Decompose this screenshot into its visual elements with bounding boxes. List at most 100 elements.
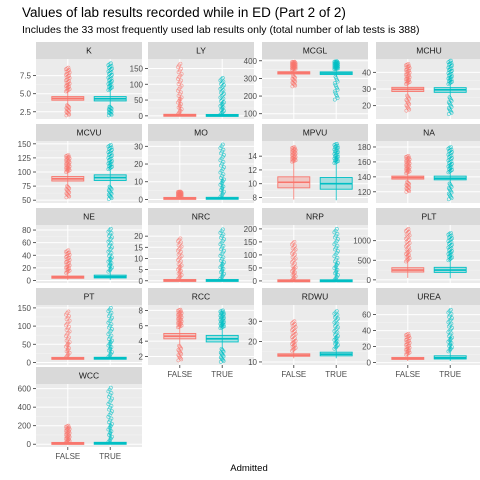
outlier-rdwu <box>291 320 296 325</box>
plot-bg-k <box>36 59 142 119</box>
outlier-ly <box>220 98 225 102</box>
outlier-urea <box>450 325 454 330</box>
box-mo-false <box>163 189 197 200</box>
outlier-rdwu <box>334 326 339 331</box>
box-na-true <box>433 145 467 202</box>
y-tick-label-ly: 100 <box>130 80 144 89</box>
y-tick-label-mcvu: 100 <box>18 168 32 177</box>
y-tick-label-nrp: 100 <box>244 251 258 260</box>
outlier-mo <box>221 147 226 152</box>
y-tick-label-mcvu: 125 <box>18 154 32 163</box>
y-tick-label-ne: 0 <box>27 276 32 285</box>
outlier-ly <box>179 71 184 76</box>
outlier-mcgl <box>292 59 297 64</box>
y-tick-label-mo: 30 <box>134 142 143 151</box>
outlier-nrc <box>220 227 225 232</box>
outlier-ly <box>219 77 224 82</box>
strip-mo <box>148 124 254 141</box>
outlier-mo <box>222 165 226 170</box>
outlier-nrc <box>221 243 226 248</box>
outlier-pt <box>67 329 72 334</box>
outlier-mcgl <box>332 89 337 94</box>
panel-rcc: RCC 2 4 6 8 FALSE TRUE <box>139 288 254 379</box>
outlier-rcc <box>178 307 183 312</box>
strip-mcvu <box>36 124 142 141</box>
y-tick-label-rcc: 4 <box>139 337 144 346</box>
box-plt-false <box>391 227 425 278</box>
outlier-mcgl <box>334 59 339 64</box>
box-mchu-true <box>433 58 467 116</box>
strip-label-nrc: NRC <box>192 212 210 222</box>
y-tick-label-urea: 20 <box>362 343 371 352</box>
box-mo-true <box>205 142 239 200</box>
outlier-ly <box>219 82 223 86</box>
strip-mcgl <box>262 42 368 59</box>
outlier-mchu <box>405 93 410 98</box>
box-mchu-false <box>391 62 425 113</box>
outlier-ly <box>219 85 224 90</box>
outlier-rdwu <box>334 331 339 336</box>
outlier-k <box>66 65 71 70</box>
outlier-mcvu <box>65 184 70 188</box>
outlier-rdwu <box>333 315 337 320</box>
strip-label-na: NA <box>423 128 435 138</box>
strip-ne <box>36 208 142 225</box>
strip-label-ne: NE <box>83 212 95 222</box>
outlier-rdwu <box>333 310 338 315</box>
outlier-rdwu <box>334 309 339 314</box>
y-tick-label-urea: 0 <box>367 359 372 368</box>
y-tick-label-nrc: 5 <box>139 266 144 275</box>
outlier-ly <box>220 84 225 89</box>
box-urea-false <box>391 331 425 361</box>
outlier-mo <box>220 142 225 147</box>
outlier-ne <box>109 241 114 245</box>
outlier-mchu <box>406 62 411 66</box>
outlier-wcc <box>110 409 114 414</box>
outlier-ne <box>110 235 114 240</box>
y-tick-label-pt: 150 <box>18 304 32 313</box>
outlier-nrc <box>222 248 226 253</box>
outlier-nrp <box>292 240 297 244</box>
outlier-pt <box>67 314 71 319</box>
outlier-rdwu <box>334 317 339 322</box>
outlier-nrp <box>336 249 340 254</box>
x-tick-label-urea: TRUE <box>439 370 461 379</box>
outlier-ly <box>179 66 183 71</box>
strip-label-mchu: MCHU <box>416 46 442 56</box>
strip-label-rcc: RCC <box>192 292 210 302</box>
box-ly-false <box>163 61 197 117</box>
outlier-pt <box>109 322 114 327</box>
panel-wcc: WCC 0 200 400 600 FALSE TRUE <box>18 367 142 461</box>
y-tick-label-nrc: 20 <box>134 232 143 241</box>
outlier-rcc <box>220 308 225 313</box>
box-rdwu-false <box>277 319 311 359</box>
outlier-urea <box>450 316 454 321</box>
outlier-ly <box>218 78 223 83</box>
y-tick-label-wcc: 400 <box>18 403 32 412</box>
box-na-false <box>391 154 425 194</box>
y-tick-label-na: 120 <box>358 188 372 197</box>
outlier-pt <box>67 318 72 323</box>
y-tick-label-rdwu: 30 <box>248 317 257 326</box>
x-tick-label-rdwu: FALSE <box>281 370 306 379</box>
y-tick-label-mchu: 20 <box>362 102 371 111</box>
panel-ne: NE 0 20 40 60 80 <box>22 208 142 285</box>
outlier-mcgl <box>332 81 337 86</box>
box-mpvu-true <box>319 141 353 201</box>
y-tick-label-ne: 20 <box>22 264 31 273</box>
panel-plt: PLT 0 500 1000 <box>353 208 480 285</box>
strip-k <box>36 42 142 59</box>
outlier-rdwu <box>332 329 337 334</box>
outlier-urea <box>449 321 454 326</box>
outlier-rcc <box>177 343 182 348</box>
y-tick-label-mcgl: 200 <box>244 92 258 101</box>
x-tick-label-wcc: TRUE <box>99 452 121 461</box>
y-tick-label-nrp: 0 <box>253 277 258 286</box>
outlier-ly <box>218 95 223 100</box>
y-tick-label-wcc: 0 <box>27 440 32 449</box>
box-ne-false <box>51 248 85 280</box>
y-tick-label-ly: 0 <box>139 112 144 121</box>
box-mcgl-true <box>319 59 353 102</box>
box-ly-true <box>205 76 239 117</box>
y-tick-label-ly: 50 <box>134 96 143 105</box>
